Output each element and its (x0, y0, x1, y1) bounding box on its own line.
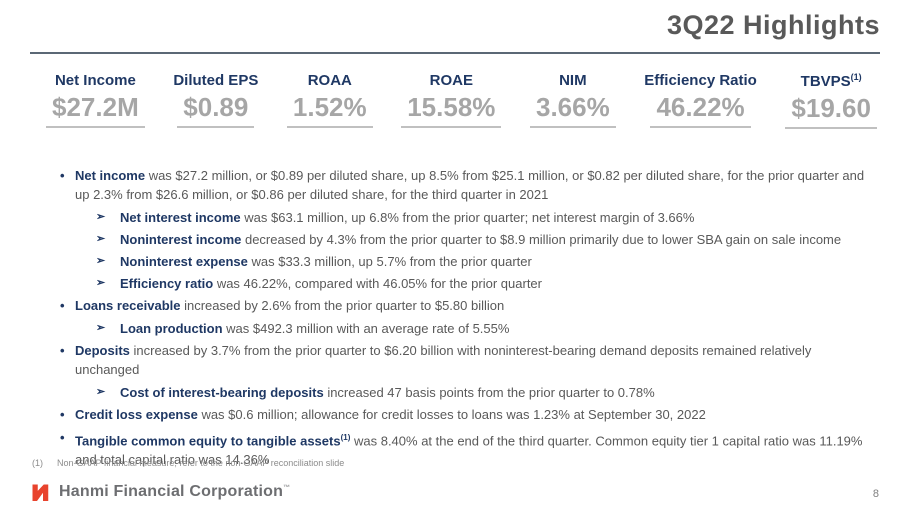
bullet-body: increased 47 basis points from the prior… (323, 385, 655, 400)
metric-label-superscript: (1) (850, 72, 862, 82)
bullet-lead: Tangible common equity to tangible asset… (75, 433, 341, 449)
metric-label: ROAA (307, 72, 352, 89)
trademark-mark: ™ (283, 484, 291, 492)
bullet-arrow-icon: ➢ (96, 211, 106, 223)
bullet-text: Net income was $27.2 million, or $0.89 p… (75, 166, 873, 204)
metric-net-income: Net Income $27.2M (46, 72, 145, 128)
bullet-text: Cost of interest-bearing deposits increa… (120, 383, 873, 402)
bullet-body: was 8.40% at the end of the third quarte… (75, 433, 863, 468)
metric-value: $0.89 (177, 92, 255, 128)
bullet-text: Loan production was $492.3 million with … (120, 319, 873, 338)
metrics-row: Net Income $27.2M Diluted EPS $0.89 ROAA 1.52… (46, 72, 877, 129)
page-title: 3Q22 Highlights (666, 10, 880, 40)
bullet-text: Net interest income was $63.1 million, u… (120, 208, 873, 227)
bullet-item: • Deposits increased by 3.7% from the pri… (60, 341, 873, 379)
highlights-bullet-list: • Net income was $27.2 million, or $0.89 … (60, 166, 873, 473)
metric-value: 3.66% (529, 92, 616, 128)
bullet-body: was $63.1 million, up 6.8% from the prio… (240, 210, 695, 225)
bullet-body: was $33.3 million, up 5.7% from the prio… (247, 254, 532, 269)
bullet-lead: Credit loss expense (75, 407, 198, 422)
bullet-dot-icon: • (60, 430, 65, 445)
bullet-body: was 46.22%, compared with 46.05% for the… (213, 276, 542, 291)
bullet-item: ➢ Efficiency ratio was 46.22%, compared w… (96, 274, 873, 293)
bullet-lead: Net income (75, 168, 146, 183)
footnote-text: Non-GAAP financial measure; refer to the… (57, 458, 345, 468)
metric-label: Net Income (54, 72, 136, 89)
bullet-item: ➢ Noninterest expense was $33.3 million, … (96, 252, 873, 271)
metric-label: NIM (559, 72, 587, 89)
bullet-dot-icon: • (60, 168, 65, 183)
bullet-text: Efficiency ratio was 46.22%, compared wi… (120, 274, 873, 293)
bullet-dot-icon: • (60, 343, 65, 358)
metric-tbvps: TBVPS(1) $19.60 (785, 72, 877, 129)
metric-label: TBVPS(1) (800, 72, 862, 90)
company-name: Hanmi Financial Corporation™ (59, 483, 291, 500)
bullet-lead: Loan production (120, 321, 223, 336)
metric-roaa: ROAA 1.52% (286, 72, 373, 128)
bullet-lead: Deposits (75, 343, 130, 358)
metric-label: Efficiency Ratio (644, 72, 757, 89)
bullet-item: • Loans receivable increased by 2.6% from… (60, 296, 873, 315)
bullet-body: was $492.3 million with an average rate … (222, 321, 510, 336)
bullet-arrow-icon: ➢ (96, 386, 106, 398)
footnote-marker: (1) (32, 458, 43, 468)
bullet-body: was $0.6 million; allowance for credit l… (197, 407, 706, 422)
metric-nim: NIM 3.66% (529, 72, 616, 128)
bullet-text: Loans receivable increased by 2.6% from … (75, 296, 873, 315)
bullet-body: was $27.2 million, or $0.89 per diluted … (75, 168, 865, 202)
bullet-lead: Net interest income (120, 210, 241, 225)
bullet-arrow-icon: ➢ (96, 322, 106, 334)
bullet-arrow-icon: ➢ (96, 233, 106, 245)
bullet-text: Noninterest income decreased by 4.3% fro… (120, 230, 873, 249)
bullet-item: ➢ Cost of interest-bearing deposits incre… (96, 383, 873, 402)
bullet-lead: Noninterest income (120, 232, 242, 247)
page-number: 8 (872, 488, 879, 500)
bullet-text: Tangible common equity to tangible asset… (75, 428, 873, 469)
bullet-arrow-icon: ➢ (96, 255, 106, 267)
bullet-item: ➢ Noninterest income decreased by 4.3% fr… (96, 230, 873, 249)
bullet-body: decreased by 4.3% from the prior quarter… (241, 232, 842, 247)
bullet-item: ➢ Loan production was $492.3 million with… (96, 319, 873, 338)
bullet-item: • Credit loss expense was $0.6 million; a… (60, 405, 873, 424)
metric-diluted-eps: Diluted EPS $0.89 (173, 72, 258, 128)
bullet-lead: Noninterest expense (120, 254, 248, 269)
metric-value: 46.22% (650, 92, 751, 128)
bullet-item: ➢ Net interest income was $63.1 million, … (96, 208, 873, 227)
hanmi-h-mark-icon (32, 484, 49, 501)
metric-roae: ROAE 15.58% (401, 72, 502, 128)
title-divider (30, 52, 880, 54)
bullet-arrow-icon: ➢ (96, 277, 106, 289)
metric-value: $19.60 (785, 93, 877, 129)
bullet-body: increased by 3.7% from the prior quarter… (75, 343, 812, 377)
bullet-dot-icon: • (60, 407, 65, 422)
bullet-body: increased by 2.6% from the prior quarter… (180, 298, 505, 313)
bullet-lead-superscript: (1) (340, 433, 351, 442)
metric-value: 15.58% (401, 92, 502, 128)
metric-value: 1.52% (286, 92, 373, 128)
metric-value: $27.2M (46, 92, 145, 128)
bullet-text: Credit loss expense was $0.6 million; al… (75, 405, 873, 424)
bullet-text: Noninterest expense was $33.3 million, u… (120, 252, 873, 271)
metric-label: Diluted EPS (173, 72, 259, 89)
bullet-lead: Cost of interest-bearing deposits (120, 385, 324, 400)
company-logo: Hanmi Financial Corporation™ (28, 480, 290, 504)
metric-efficiency-ratio: Efficiency Ratio 46.22% (644, 72, 757, 128)
bullet-lead: Loans receivable (75, 298, 181, 313)
bullet-lead: Efficiency ratio (120, 276, 214, 291)
bullet-item: • Tangible common equity to tangible asse… (60, 428, 873, 469)
bullet-dot-icon: • (60, 298, 65, 313)
metric-label: ROAE (429, 72, 473, 89)
footnote: (1) Non-GAAP financial measure; refer to … (32, 458, 344, 468)
bullet-item: • Net income was $27.2 million, or $0.89 … (60, 166, 873, 204)
bullet-text: Deposits increased by 3.7% from the prio… (75, 341, 873, 379)
